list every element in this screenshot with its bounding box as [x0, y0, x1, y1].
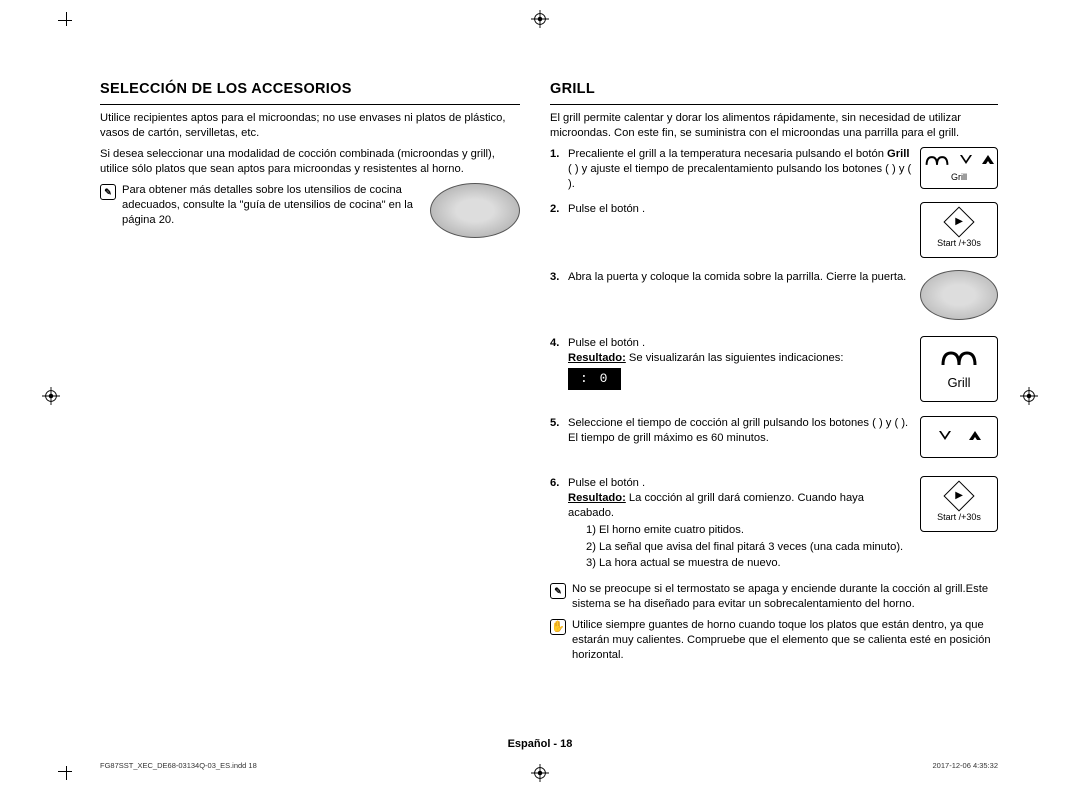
step-number: 5. [550, 416, 564, 431]
registration-mark-icon [531, 764, 549, 782]
sublist-item: 3) La hora actual se muestra de nuevo. [586, 556, 998, 571]
right-note-2-text: Utilice siempre guantes de horno cuando … [572, 618, 998, 663]
arrows-illustration [920, 416, 998, 458]
step-4-line: Pulse el botón . [568, 337, 645, 349]
step-2: ▶ Start /+30s 2. Pulse el botón . [550, 202, 998, 260]
step-1-tail: ( ) y ajuste el tiempo de precalentamien… [568, 163, 911, 190]
step-number: 3. [550, 270, 564, 285]
registration-mark-icon [531, 10, 549, 28]
start-diamond-icon: ▶ [943, 480, 974, 511]
crop-mark-icon [66, 12, 67, 26]
left-note: ✎ Para obtener más detalles sobre los ut… [100, 183, 520, 238]
step-1-lead: Precaliente el grill a la temperatura ne… [568, 148, 887, 160]
glove-icon: ✋ [550, 619, 566, 635]
left-note-text: Para obtener más detalles sobre los uten… [122, 183, 416, 228]
left-heading: SELECCIÓN DE LOS ACCESORIOS [100, 80, 520, 105]
crop-mark-icon [58, 771, 72, 772]
step-6-line: Pulse el botón . [568, 477, 645, 489]
down-arrow-icon [958, 155, 972, 167]
right-column: GRILL El grill permite calentar y dorar … [550, 80, 998, 669]
start-diamond-icon: ▶ [943, 206, 974, 237]
up-arrow-icon [967, 431, 981, 443]
right-note-1: ✎ No se preocupe si el termostato se apa… [550, 582, 998, 612]
step-1: Grill 1. Precaliente el grill a la tempe… [550, 147, 998, 192]
up-arrow-icon [980, 155, 994, 167]
step-1-bold: Grill [887, 148, 909, 160]
step-number: 4. [550, 336, 564, 351]
page-footer-left: FG87SST_XEC_DE68-03134Q-03_ES.indd 18 [100, 761, 257, 770]
grill-button-illustration: Grill [920, 147, 998, 189]
sublist-item: 2) La señal que avisa del final pitará 3… [586, 540, 998, 555]
right-note-2: ✋ Utilice siempre guantes de horno cuand… [550, 618, 998, 663]
page-footer-right: 2017-12-06 4:35:32 [933, 761, 998, 770]
dish-illustration-icon [920, 270, 998, 320]
page-footer-center: Español - 18 [0, 738, 1080, 750]
dish-illustration-icon [430, 183, 520, 238]
step-number: 6. [550, 476, 564, 491]
start-label: Start /+30s [937, 511, 981, 523]
note-icon: ✎ [100, 184, 116, 200]
crop-mark-icon [58, 20, 72, 21]
right-note-1-text: No se preocupe si el termostato se apaga… [572, 582, 998, 612]
step-5: 5. Seleccione el tiempo de cocción al gr… [550, 416, 998, 466]
right-intro: El grill permite calentar y dorar los al… [550, 111, 998, 141]
left-column: SELECCIÓN DE LOS ACCESORIOS Utilice reci… [100, 80, 520, 669]
step-number: 1. [550, 147, 564, 162]
grill-wave-icon [924, 152, 950, 170]
registration-mark-icon [42, 387, 60, 405]
digital-display: : 0 [568, 368, 621, 390]
result-label: Resultado: [568, 352, 626, 364]
left-paragraph-1: Utilice recipientes aptos para el microo… [100, 111, 520, 141]
crop-mark-icon [66, 766, 67, 780]
grill-big-illustration: Grill [920, 336, 998, 402]
content-columns: SELECCIÓN DE LOS ACCESORIOS Utilice reci… [100, 80, 998, 669]
step-4-result-text: Se visualizarán las siguientes indicacio… [629, 352, 844, 364]
step-4: Grill 4. Pulse el botón . Resultado: Se … [550, 336, 998, 406]
registration-mark-icon [1020, 387, 1038, 405]
step-6: ▶ Start /+30s 6. Pulse el botón . Result… [550, 476, 998, 572]
result-label: Resultado: [568, 492, 626, 504]
step-3: 3. Abra la puerta y coloque la comida so… [550, 270, 998, 326]
down-arrow-icon [937, 431, 951, 443]
note-icon: ✎ [550, 583, 566, 599]
manual-page: SELECCIÓN DE LOS ACCESORIOS Utilice reci… [0, 0, 1080, 792]
start-label: Start /+30s [937, 237, 981, 249]
grill-big-label: Grill [947, 374, 970, 392]
right-heading: GRILL [550, 80, 998, 105]
grill-label: Grill [951, 171, 967, 183]
start-button-illustration: ▶ Start /+30s [920, 476, 998, 532]
step-number: 2. [550, 202, 564, 217]
grill-wave-icon [939, 346, 979, 372]
start-button-illustration: ▶ Start /+30s [920, 202, 998, 258]
left-paragraph-2: Si desea seleccionar una modalidad de co… [100, 147, 520, 177]
